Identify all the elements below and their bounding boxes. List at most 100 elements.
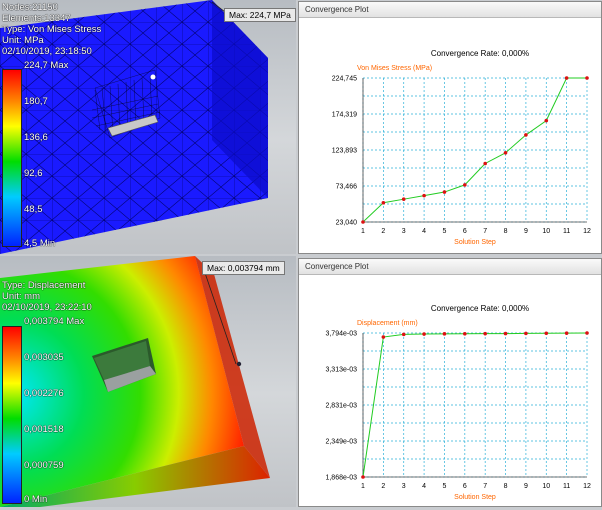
y-tick-label: 3,313e-03: [325, 367, 357, 374]
y-tick-label: 3,794e-03: [325, 331, 357, 338]
displacement-colorbar-min: 0 Min: [24, 494, 48, 505]
y-axis-label: Displacement (mm): [357, 320, 418, 327]
x-tick-label: 7: [483, 483, 487, 490]
x-tick-label: 3: [402, 228, 406, 235]
displacement-colorbar-tick: 0,002276: [24, 388, 64, 399]
x-tick-label: 9: [524, 483, 528, 490]
data-point: [422, 332, 426, 336]
panel-title: Convergence Plot: [299, 259, 601, 275]
displacement-convergence-chart: Convergence Rate: 0,000% Displacement (mm…: [325, 304, 591, 501]
stress-model-graphic: [0, 0, 268, 254]
stress-convergence-panel: Convergence Plot Convergence Rate: 0,000…: [298, 1, 602, 254]
y-tick-label: 174,319: [332, 112, 357, 119]
x-tick-label: 8: [504, 228, 508, 235]
data-point: [544, 331, 549, 336]
data-point: [483, 331, 487, 336]
displacement-colorbar-tick: 0,000759: [24, 460, 64, 471]
displacement-max-probe[interactable]: Max: 0,003794 mm: [202, 261, 285, 275]
x-tick-label: 6: [463, 228, 467, 235]
x-tick-label: 10: [542, 483, 550, 490]
displacement-colorbar-max: 0,003794 Max: [24, 316, 85, 327]
series-line: [362, 77, 587, 223]
data-point: [463, 331, 467, 336]
displacement-legend: Type: Displacement Unit: mm 02/10/2019, …: [2, 280, 92, 313]
stress-colorbar-tick: 48,5: [24, 204, 43, 215]
x-tick-label: 11: [563, 483, 570, 490]
displacement-colorbar: [2, 326, 22, 504]
data-point: [524, 331, 528, 336]
data-point: [442, 332, 447, 336]
x-tick-label: 2: [381, 228, 385, 235]
chart-title: Convergence Rate: 0,000%: [431, 304, 529, 313]
y-tick-label: 1,868e-03: [325, 475, 357, 482]
result-unit: Unit: MPa: [2, 35, 44, 46]
stress-colorbar: [2, 69, 22, 247]
data-point: [361, 220, 365, 224]
data-point: [564, 76, 569, 80]
displacement-model-viewport[interactable]: Type: Displacement Unit: mm 02/10/2019, …: [0, 256, 296, 507]
x-tick-label: 7: [483, 228, 487, 235]
stress-model-viewport[interactable]: Nodes:21150 Elements:13347 Type: Von Mis…: [0, 0, 296, 254]
displacement-colorbar-tick: 0,003035: [24, 352, 64, 363]
x-tick-label: 1: [361, 483, 365, 490]
panel-title: Convergence Plot: [299, 2, 601, 18]
x-tick-label: 4: [422, 483, 426, 490]
displacement-convergence-panel: Convergence Plot Convergence Rate: 0,000…: [298, 258, 602, 507]
x-tick-label: 1: [361, 228, 365, 235]
plot-area: Convergence Rate: 0,000% Displacement (mm…: [299, 275, 601, 506]
data-point: [503, 331, 508, 336]
y-tick-label: 123,893: [332, 148, 357, 155]
x-tick-label: 4: [422, 228, 426, 235]
x-tick-label: 11: [563, 228, 570, 235]
x-tick-label: 6: [463, 483, 467, 490]
data-point: [585, 331, 589, 335]
result-timestamp: 02/10/2019, 23:22:10: [2, 302, 92, 313]
y-tick-label: 23,040: [336, 220, 358, 227]
data-point: [483, 161, 487, 166]
x-axis-label: Solution Step: [454, 494, 496, 501]
stress-colorbar-tick: 136,6: [24, 132, 48, 143]
x-tick-label: 5: [443, 228, 447, 235]
plot-area: Convergence Rate: 0,000% Von Mises Stress…: [299, 18, 601, 253]
series-line: [362, 332, 588, 478]
x-tick-label: 9: [524, 228, 528, 235]
y-tick-label: 73,466: [336, 184, 358, 191]
data-point: [564, 331, 569, 335]
displacement-model-graphic: [0, 256, 270, 507]
data-point: [524, 133, 528, 137]
displacement-colorbar-tick: 0,001518: [24, 424, 64, 435]
data-point: [463, 183, 467, 187]
y-tick-label: 2,831e-03: [325, 403, 357, 410]
x-axis-label: Solution Step: [454, 239, 496, 246]
y-tick-label: 2,349e-03: [325, 439, 357, 446]
stress-legend: Nodes:21150 Elements:13347 Type: Von Mis…: [2, 2, 101, 57]
data-point: [422, 193, 426, 198]
data-point: [361, 475, 365, 479]
y-axis-label: Von Mises Stress (MPa): [357, 65, 432, 72]
y-tick-label: 224,745: [332, 76, 357, 83]
stress-colorbar-min: 4,5 Min: [24, 238, 56, 249]
data-point: [381, 200, 386, 205]
stress-max-probe[interactable]: Max: 224,7 MPa: [224, 8, 296, 22]
nodes-count: Nodes:21150: [2, 2, 58, 13]
data-point: [544, 118, 549, 123]
x-tick-label: 3: [402, 483, 406, 490]
data-point: [401, 197, 406, 201]
data-point: [503, 150, 508, 155]
x-tick-label: 10: [542, 228, 550, 235]
result-timestamp: 02/10/2019, 23:18:50: [2, 46, 92, 57]
result-unit: Unit: mm: [2, 291, 40, 302]
x-tick-label: 5: [443, 483, 447, 490]
x-tick-label: 8: [504, 483, 508, 490]
x-tick-label: 2: [381, 483, 385, 490]
data-point: [381, 335, 386, 339]
chart-title: Convergence Rate: 0,000%: [431, 49, 529, 58]
data-point: [442, 190, 447, 194]
stress-convergence-chart: Convergence Rate: 0,000% Von Mises Stress…: [332, 49, 591, 246]
x-tick-label: 12: [583, 228, 591, 235]
stress-colorbar-tick: 92,6: [24, 168, 43, 179]
data-point: [585, 76, 589, 80]
result-type: Type: Displacement: [2, 280, 86, 291]
x-tick-label: 12: [583, 483, 591, 490]
result-type: Type: Von Mises Stress: [2, 24, 102, 35]
